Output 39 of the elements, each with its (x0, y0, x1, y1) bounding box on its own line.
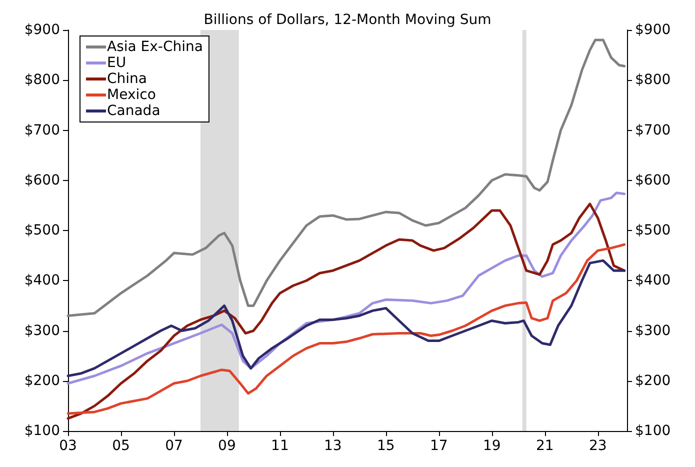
y-tick-label: $500 (24, 222, 60, 238)
legend-label: Asia Ex-China (107, 39, 203, 55)
y2-tick-label: $800 (635, 72, 671, 88)
legend-label: EU (107, 55, 126, 71)
y-tick-label: $100 (24, 423, 60, 439)
y2-tick-label: $700 (635, 122, 671, 138)
y2-tick-label: $900 (635, 22, 671, 38)
x-tick-label: 09 (218, 438, 236, 454)
x-tick-label: 13 (324, 438, 342, 454)
line-series (66, 202, 626, 420)
x-tick-label: 03 (59, 438, 77, 454)
y2-tick-label: $600 (635, 172, 671, 188)
y2-tick-label: $400 (635, 272, 671, 289)
y-tick-label: $200 (24, 372, 60, 389)
legend-label: Canada (107, 103, 160, 119)
x-tick-label: 23 (588, 438, 607, 454)
x-tick-label: 07 (165, 438, 183, 454)
x-tick-label: 15 (377, 438, 395, 454)
line-series (66, 38, 626, 317)
y2-tick-label: $300 (635, 322, 671, 339)
y-tick-label: $800 (24, 72, 60, 88)
x-tick-label: 05 (112, 438, 130, 454)
y-tick-label: $700 (24, 122, 60, 138)
legend-label: China (107, 71, 147, 87)
y-tick-label: $900 (24, 22, 60, 38)
y-tick-label: $400 (24, 272, 60, 289)
line-series (66, 243, 626, 415)
x-tick-label: 11 (271, 438, 289, 454)
y-tick-label: $300 (24, 322, 60, 339)
x-tick-label: 17 (430, 438, 448, 454)
line-series (66, 259, 626, 378)
y2-tick-label: $100 (635, 423, 671, 439)
y2-tick-label: $500 (635, 222, 671, 238)
legend-label: Mexico (107, 87, 156, 103)
x-tick-label: 21 (536, 438, 554, 454)
y-tick-label: $600 (24, 172, 60, 188)
y2-tick-label: $200 (635, 372, 671, 389)
x-tick-label: 19 (482, 438, 501, 454)
chart-title: Billions of Dollars, 12-Month Moving Sum (204, 12, 492, 28)
